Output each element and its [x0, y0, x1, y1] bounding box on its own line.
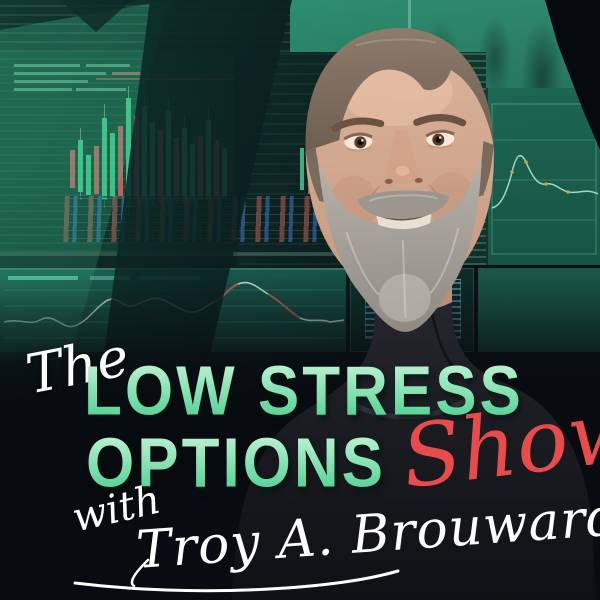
shirt-collar-seam — [350, 395, 470, 420]
title-options: OPTIONS — [86, 425, 387, 503]
beard-white-patch — [378, 273, 431, 322]
host-head — [305, 28, 494, 332]
host-nose — [384, 129, 421, 184]
beard-streaks — [345, 227, 460, 318]
host-beard — [317, 155, 482, 332]
title-low-stress: LOW STRESS — [84, 353, 524, 431]
host-eyebrows — [331, 114, 467, 132]
host-eyes — [343, 129, 455, 152]
host-shirt — [232, 285, 596, 600]
host-hair — [305, 28, 494, 152]
